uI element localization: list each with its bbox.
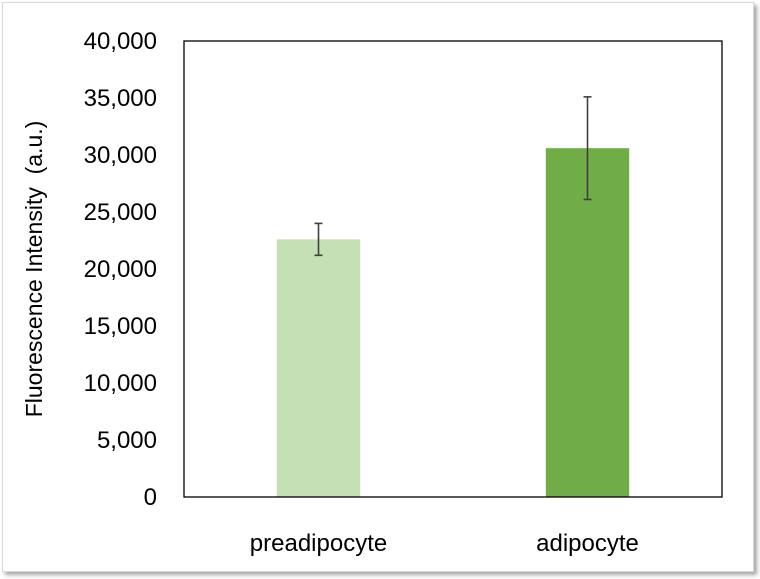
error-bar-adipocyte xyxy=(583,96,592,201)
y-tick-label: 25,000 xyxy=(84,199,157,226)
y-tick-label: 30,000 xyxy=(84,142,157,169)
y-tick-label: 5,000 xyxy=(97,427,157,454)
y-axis-title: Fluorescence Intensity (a.u.) xyxy=(21,121,47,418)
x-tick-label-adipocyte: adipocyte xyxy=(536,530,639,557)
y-tick-label: 10,000 xyxy=(84,370,157,397)
plot-area-border xyxy=(183,40,723,498)
y-tick-label: 40,000 xyxy=(84,28,157,55)
y-tick-label: 0 xyxy=(144,484,157,511)
y-axis-ticks: 0 5,000 10,000 15,000 20,000 25,000 30,000 35,0… xyxy=(84,28,157,511)
error-bars xyxy=(314,96,592,257)
x-axis-labels: preadipocyte adipocyte xyxy=(250,530,639,557)
bar-preadipocyte xyxy=(276,239,361,498)
y-tick-label: 20,000 xyxy=(84,256,157,283)
error-bar-preadipocyte xyxy=(314,222,323,257)
y-tick-label: 15,000 xyxy=(84,313,157,340)
bars xyxy=(276,148,630,498)
x-tick-label-preadipocyte: preadipocyte xyxy=(250,530,387,557)
bar-adipocyte xyxy=(545,148,630,497)
y-tick-label: 35,000 xyxy=(84,85,157,112)
